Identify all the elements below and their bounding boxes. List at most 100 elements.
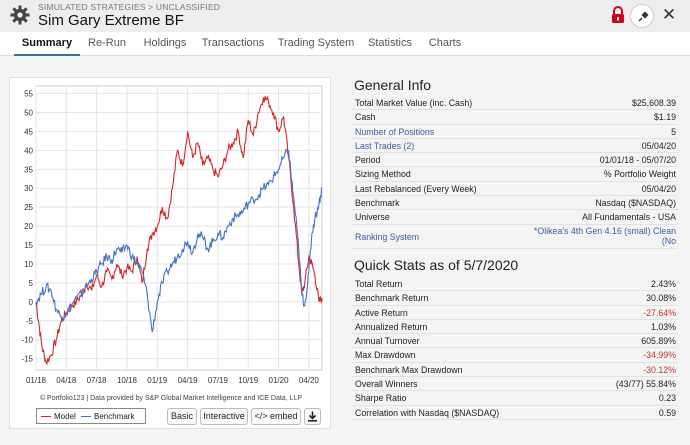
general-info-row: Total Market Value (inc. Cash) $25,608.39 — [352, 96, 678, 111]
general-info-row: Ranking System *Olikea's 4th Gen 4.16 (sm… — [352, 225, 678, 249]
tab-transactions[interactable]: Transactions — [201, 37, 265, 49]
general-info-row: Last Rebalanced (Every Week) 05/04/20 — [352, 182, 678, 197]
y-tick-label: 30 — [24, 184, 33, 193]
quick-stats-row: Sharpe Ratio 0.23 — [352, 391, 678, 406]
breadcrumb[interactable]: SIMULATED STRATEGIES > UNCLASSIFIED — [38, 2, 221, 12]
quick-stats-value: 30.08% — [646, 293, 676, 304]
performance-chart-panel: 55 50 45 40 35 30 25 20 15 10 5 0 -5 -10 -15 01/18 04/18… — [9, 77, 331, 429]
page-title: Sim Gary Extreme BF — [38, 12, 184, 29]
interactive-button[interactable]: Interactive — [200, 408, 248, 425]
gear-icon[interactable] — [10, 5, 30, 25]
embed-button[interactable]: </> embed — [251, 408, 301, 425]
x-tick-label: 07/19 — [208, 376, 229, 385]
chart-legend: Model Benchmark — [36, 408, 146, 424]
general-info-value[interactable]: *Olikea's 4th Gen 4.16 (small) Clean (No — [533, 225, 676, 246]
general-info-value: % Portfolio Weight — [603, 169, 676, 180]
header-bar: SIMULATED STRATEGIES > UNCLASSIFIED Sim … — [0, 0, 690, 32]
chart-credit: © Portfolio123 | Data provided by S&P Gl… — [40, 394, 302, 402]
quick-stats-label: Annual Turnover — [355, 336, 420, 347]
general-info-value: $25,608.39 — [631, 98, 676, 108]
tab-bar: Summary Re-Run Holdings Transactions Tra… — [0, 32, 690, 56]
general-info-label[interactable]: Ranking System — [355, 231, 420, 242]
quick-stats-row: Active Return -27.64% — [352, 306, 678, 320]
quick-stats-value: 1.03% — [651, 321, 676, 332]
legend-swatch-model — [41, 416, 51, 418]
tab-trading-system[interactable]: Trading System — [277, 37, 355, 49]
tab-summary[interactable]: Summary — [14, 32, 80, 56]
legend-item-benchmark[interactable]: Benchmark — [81, 412, 134, 422]
tab-charts[interactable]: Charts — [428, 37, 462, 49]
general-info-row: Benchmark Nasdaq ($NASDAQ) — [352, 196, 678, 211]
download-icon — [308, 411, 317, 422]
general-info-label: Total Market Value (inc. Cash) — [355, 98, 473, 108]
general-info-label: Last Rebalanced (Every Week) — [355, 183, 477, 194]
quick-stats-value: 0.23 — [658, 393, 676, 404]
quick-stats-row: Overall Winners (43/77) 55.84% — [352, 377, 678, 392]
quick-stats-label: Total Return — [355, 279, 403, 289]
quick-stats-label: Active Return — [355, 307, 408, 318]
tab-statistics[interactable]: Statistics — [367, 37, 412, 49]
y-tick-label: 50 — [24, 109, 33, 118]
legend-item-model[interactable]: Model — [41, 412, 76, 422]
quick-stats-label: Benchmark Return — [355, 293, 429, 304]
basic-button[interactable]: Basic — [167, 408, 197, 425]
quick-stats-label: Overall Winners — [355, 379, 418, 390]
quick-stats-row: Annualized Return 1.03% — [352, 320, 678, 335]
general-info-value: Nasdaq ($NASDAQ) — [595, 198, 676, 209]
x-tick-label: 01/20 — [269, 376, 290, 385]
general-info-value: $1.19 — [653, 112, 676, 123]
y-tick-label: 20 — [24, 222, 33, 231]
plot-area — [35, 85, 323, 371]
y-tick-label: 5 — [29, 279, 34, 288]
x-tick-label: 04/20 — [299, 376, 320, 385]
general-info-label[interactable]: Last Trades (2) — [355, 140, 415, 151]
general-info-label[interactable]: Number of Positions — [355, 126, 435, 137]
y-tick-label: 25 — [24, 203, 33, 212]
download-button[interactable] — [304, 408, 321, 425]
legend-label-model: Model — [54, 412, 76, 421]
series-line-benchmark — [35, 148, 323, 333]
general-info-label: Benchmark — [355, 198, 400, 209]
x-tick-label: 01/18 — [26, 376, 47, 385]
general-info-value: 5 — [671, 126, 676, 137]
general-info-label: Cash — [355, 112, 376, 123]
x-tick-label: 01/19 — [147, 376, 168, 385]
general-info-table: Total Market Value (inc. Cash) $25,608.39… — [352, 96, 678, 249]
quick-stats-value: (43/77) 55.84% — [615, 379, 676, 390]
general-info-label: Universe — [355, 212, 390, 223]
x-tick-label: 10/19 — [238, 376, 259, 385]
lock-icon[interactable] — [610, 6, 626, 24]
general-info-value: 01/01/18 - 05/07/20 — [599, 155, 676, 166]
quick-stats-value: 2.43% — [651, 279, 676, 289]
x-tick-label: 07/18 — [87, 376, 108, 385]
quick-stats-label: Sharpe Ratio — [355, 393, 407, 404]
general-info-row: Universe All Fundamentals - USA — [352, 210, 678, 225]
quick-stats-value: -27.64% — [643, 307, 676, 318]
y-tick-label: 55 — [24, 90, 33, 99]
quick-stats-label: Benchmark Max Drawdown — [355, 364, 463, 375]
general-info-value: 05/04/20 — [641, 140, 676, 151]
quick-stats-row: Correlation with Nasdaq ($NASDAQ) 0.59 — [352, 406, 678, 420]
y-tick-label: 45 — [24, 127, 33, 136]
y-tick-label: -15 — [21, 355, 33, 364]
tab-re-run[interactable]: Re-Run — [88, 37, 126, 49]
legend-swatch-benchmark — [81, 416, 91, 418]
general-info-row: Sizing Method % Portfolio Weight — [352, 167, 678, 182]
quick-stats-row: Annual Turnover 605.89% — [352, 334, 678, 349]
quick-stats-value: -34.99% — [643, 350, 676, 361]
pin-button[interactable] — [630, 4, 654, 28]
tab-holdings[interactable]: Holdings — [143, 37, 187, 49]
general-info-value: 05/04/20 — [641, 183, 676, 194]
y-tick-label: 10 — [24, 260, 33, 269]
y-tick-label: 15 — [24, 241, 33, 250]
quick-stats-value: -30.12% — [643, 364, 676, 375]
quick-stats-row: Max Drawdown -34.99% — [352, 348, 678, 363]
general-info-row: Number of Positions 5 — [352, 125, 678, 139]
close-button[interactable]: ✕ — [661, 5, 677, 24]
general-info-title: General Info — [354, 77, 432, 93]
quick-stats-label: Annualized Return — [355, 321, 428, 332]
quick-stats-table: Total Return 2.43% Benchmark Return 30.08% A… — [352, 277, 678, 420]
general-info-label: Period — [355, 155, 381, 166]
